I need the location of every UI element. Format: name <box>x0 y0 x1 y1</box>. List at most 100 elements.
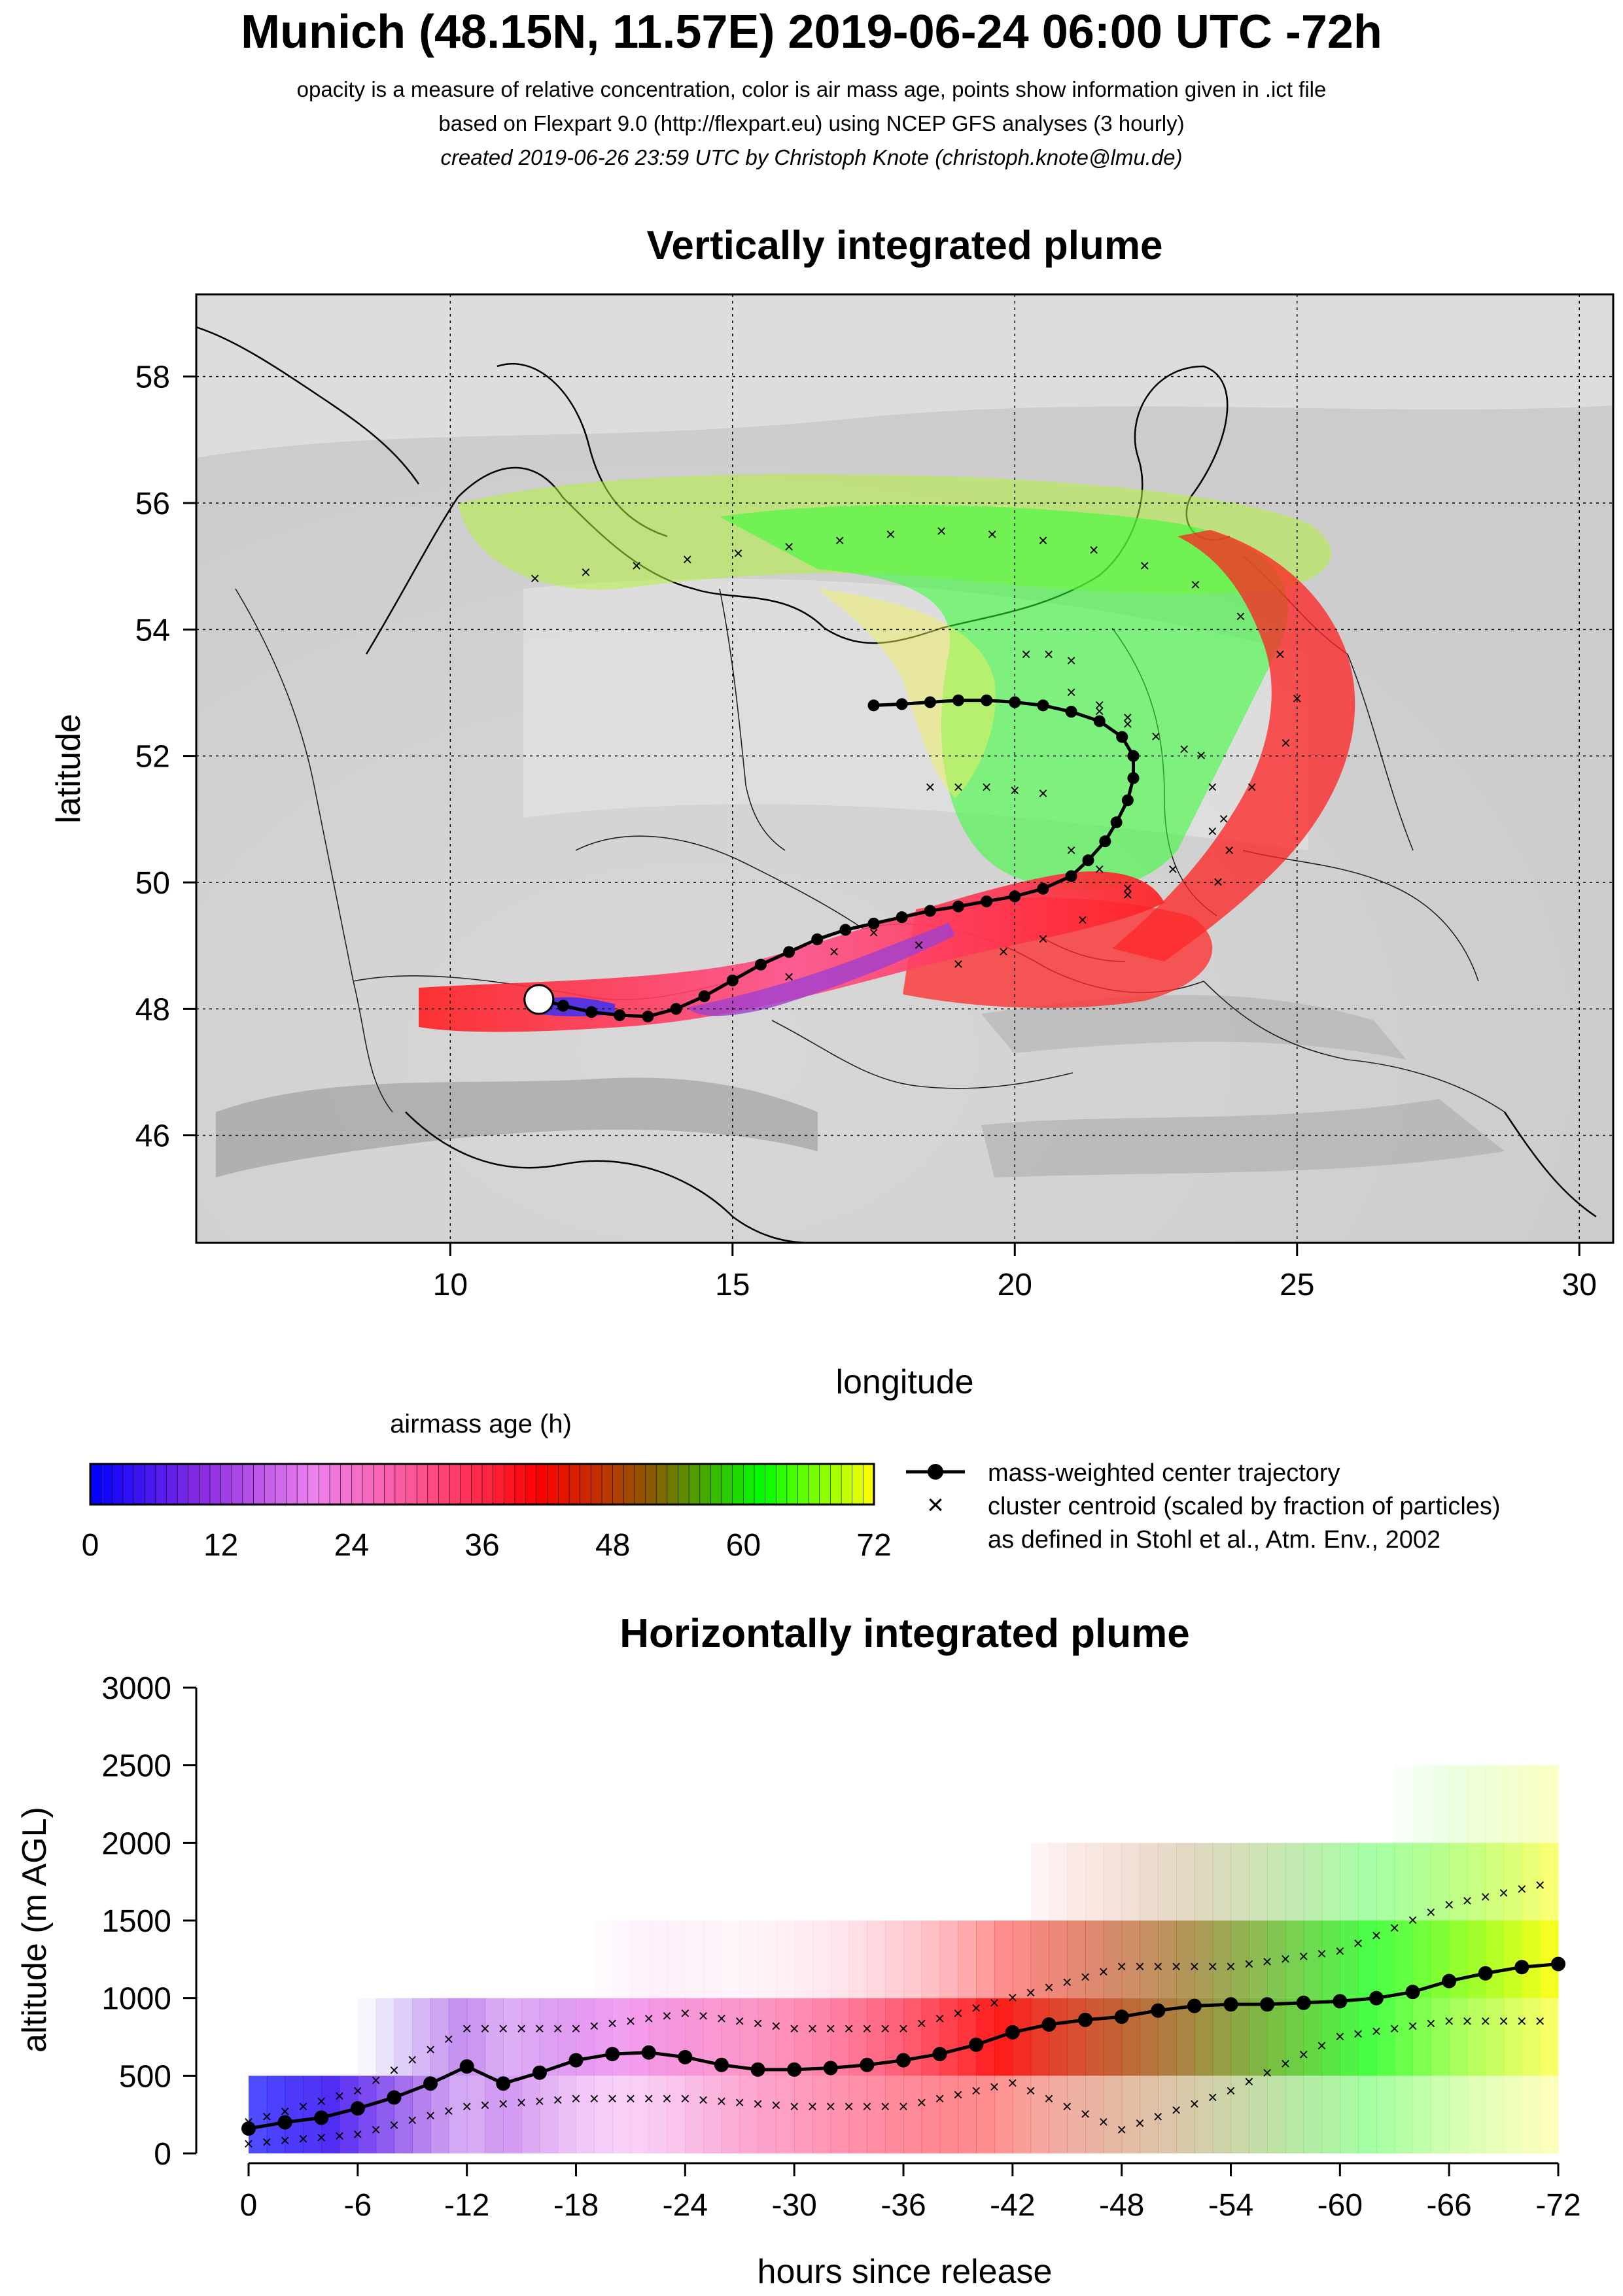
profile-cell <box>1321 1843 1340 1921</box>
profile-cell <box>1176 1921 1195 1998</box>
map-cluster-centroid: × <box>1179 739 1189 759</box>
profile-cluster-centroid: × <box>1189 2094 1199 2113</box>
profile-cell <box>1085 1921 1104 1998</box>
profile-trajectory-point <box>1333 1994 1348 2009</box>
colorbar-segment <box>471 1463 483 1505</box>
map-cluster-centroid: × <box>835 531 845 550</box>
colorbar-segment <box>438 1463 450 1505</box>
map-cluster-centroid: × <box>925 777 935 797</box>
profile-trajectory-point <box>750 2062 765 2077</box>
profile-cell <box>1212 1998 1232 2076</box>
profile-cell <box>1303 1998 1323 2076</box>
colorbar-segment <box>199 1463 211 1505</box>
profile-cell <box>1540 1998 1559 2076</box>
profile-cluster-centroid: × <box>1244 1954 1254 1974</box>
legend-trajectory-label: mass-weighted center trajectory <box>988 1459 1340 1487</box>
colorbar-tick-label: 0 <box>82 1528 99 1563</box>
profile-cluster-centroid: × <box>953 2085 963 2104</box>
colorbar-segment <box>645 1463 657 1505</box>
profile-cell <box>1121 2076 1141 2153</box>
profile-cell <box>739 2076 759 2153</box>
profile-cluster-centroid: × <box>1389 1918 1399 1938</box>
profile-cell <box>612 1921 631 1998</box>
profile-cell <box>1012 1921 1032 1998</box>
colorbar-segment <box>155 1463 167 1505</box>
profile-cell <box>1267 2076 1286 2153</box>
profile-cell <box>1467 1765 1486 1843</box>
profile-cell <box>1431 1998 1450 2076</box>
profile-cluster-centroid: × <box>1480 2011 1490 2030</box>
map-cluster-centroid: × <box>1168 860 1178 879</box>
profile-cluster-centroid: × <box>1208 1957 1217 1976</box>
map-trajectory-point <box>924 905 936 917</box>
colorbar-segment <box>373 1463 385 1505</box>
dinaric-shade <box>981 1099 1505 1177</box>
profile-cluster-centroid: × <box>1117 2119 1126 2139</box>
profile-cell <box>776 2076 795 2153</box>
profile-cell <box>1412 2076 1431 2153</box>
profile-cell <box>1485 2076 1505 2153</box>
profile-cluster-centroid: × <box>716 2091 726 2111</box>
profile-cell <box>794 1921 813 1998</box>
profile-cluster-centroid: × <box>935 2008 945 2028</box>
map-trajectory-point <box>754 958 767 971</box>
map-trajectory-point <box>1127 772 1140 784</box>
colorbar-segment <box>362 1463 374 1505</box>
map-trajectory-point <box>1037 882 1049 895</box>
profile-cluster-centroid: × <box>334 2126 344 2146</box>
profile-cell <box>1449 1843 1468 1921</box>
profile-cell <box>958 2076 977 2153</box>
colorbar-segment <box>177 1463 189 1505</box>
profile-cell <box>1103 1921 1123 1998</box>
map-trajectory-point <box>585 1006 598 1018</box>
map-xtick-label: 10 <box>433 1268 468 1302</box>
profile-cell <box>885 1921 904 1998</box>
profile-cell <box>1467 1843 1486 1921</box>
profile-cluster-centroid: × <box>1208 2087 1217 2107</box>
profile-cluster-centroid: × <box>1007 2073 1017 2093</box>
profile-cell <box>266 2076 286 2153</box>
profile-cell <box>685 2076 704 2153</box>
profile-cluster-centroid: × <box>1044 2089 1054 2108</box>
profile-cluster-centroid: × <box>462 2096 472 2116</box>
map-cluster-centroid: × <box>936 521 946 541</box>
profile-cell <box>739 1921 759 1998</box>
profile-cluster-centroid: × <box>1444 1894 1454 1914</box>
colorbar-title: airmass age (h) <box>390 1410 572 1438</box>
profile-trajectory-point <box>1296 1995 1311 2010</box>
map-trajectory-point <box>1116 731 1128 743</box>
map-trajectory-point <box>642 1010 654 1022</box>
profile-cell <box>1230 1998 1249 2076</box>
profile-cluster-centroid: × <box>262 2132 271 2151</box>
profile-cluster-centroid: × <box>989 1993 999 2013</box>
map-trajectory-point <box>1093 715 1106 727</box>
colorbar-segment <box>841 1463 853 1505</box>
profile-cell <box>1321 1998 1340 2076</box>
colorbar-segment <box>678 1463 689 1505</box>
profile-cluster-centroid: × <box>462 2019 472 2038</box>
profile-cell <box>1522 2076 1541 2153</box>
profile-xtick-label: -6 <box>343 2188 372 2223</box>
profile-cell <box>921 1998 941 2076</box>
profile-cluster-centroid: × <box>589 2089 599 2108</box>
profile-cluster-centroid: × <box>480 2019 490 2038</box>
profile-cell <box>1249 1921 1268 1998</box>
colorbar-segment <box>188 1463 200 1505</box>
profile-trajectory-point <box>678 2049 693 2064</box>
profile-cell <box>394 2076 413 2153</box>
profile-xtick-label: 0 <box>240 2188 258 2223</box>
profile-cluster-centroid: × <box>753 2094 763 2113</box>
colorbar-tick-label: 36 <box>464 1528 499 1563</box>
map-cluster-centroid: × <box>733 543 743 563</box>
colorbar-segment <box>819 1463 831 1505</box>
colorbar-segment <box>101 1463 113 1505</box>
profile-cell <box>1030 1921 1050 1998</box>
colorbar-segment <box>688 1463 701 1505</box>
profile-cluster-centroid: × <box>1026 2081 1036 2100</box>
colorbar-segment <box>547 1463 559 1505</box>
profile-cluster-centroid: × <box>1426 2013 1436 2033</box>
profile-cell <box>812 2076 831 2153</box>
profile-cluster-centroid: × <box>662 2089 672 2108</box>
profile-cluster-centroid: × <box>1335 1941 1345 1960</box>
profile-cell <box>848 2076 867 2153</box>
